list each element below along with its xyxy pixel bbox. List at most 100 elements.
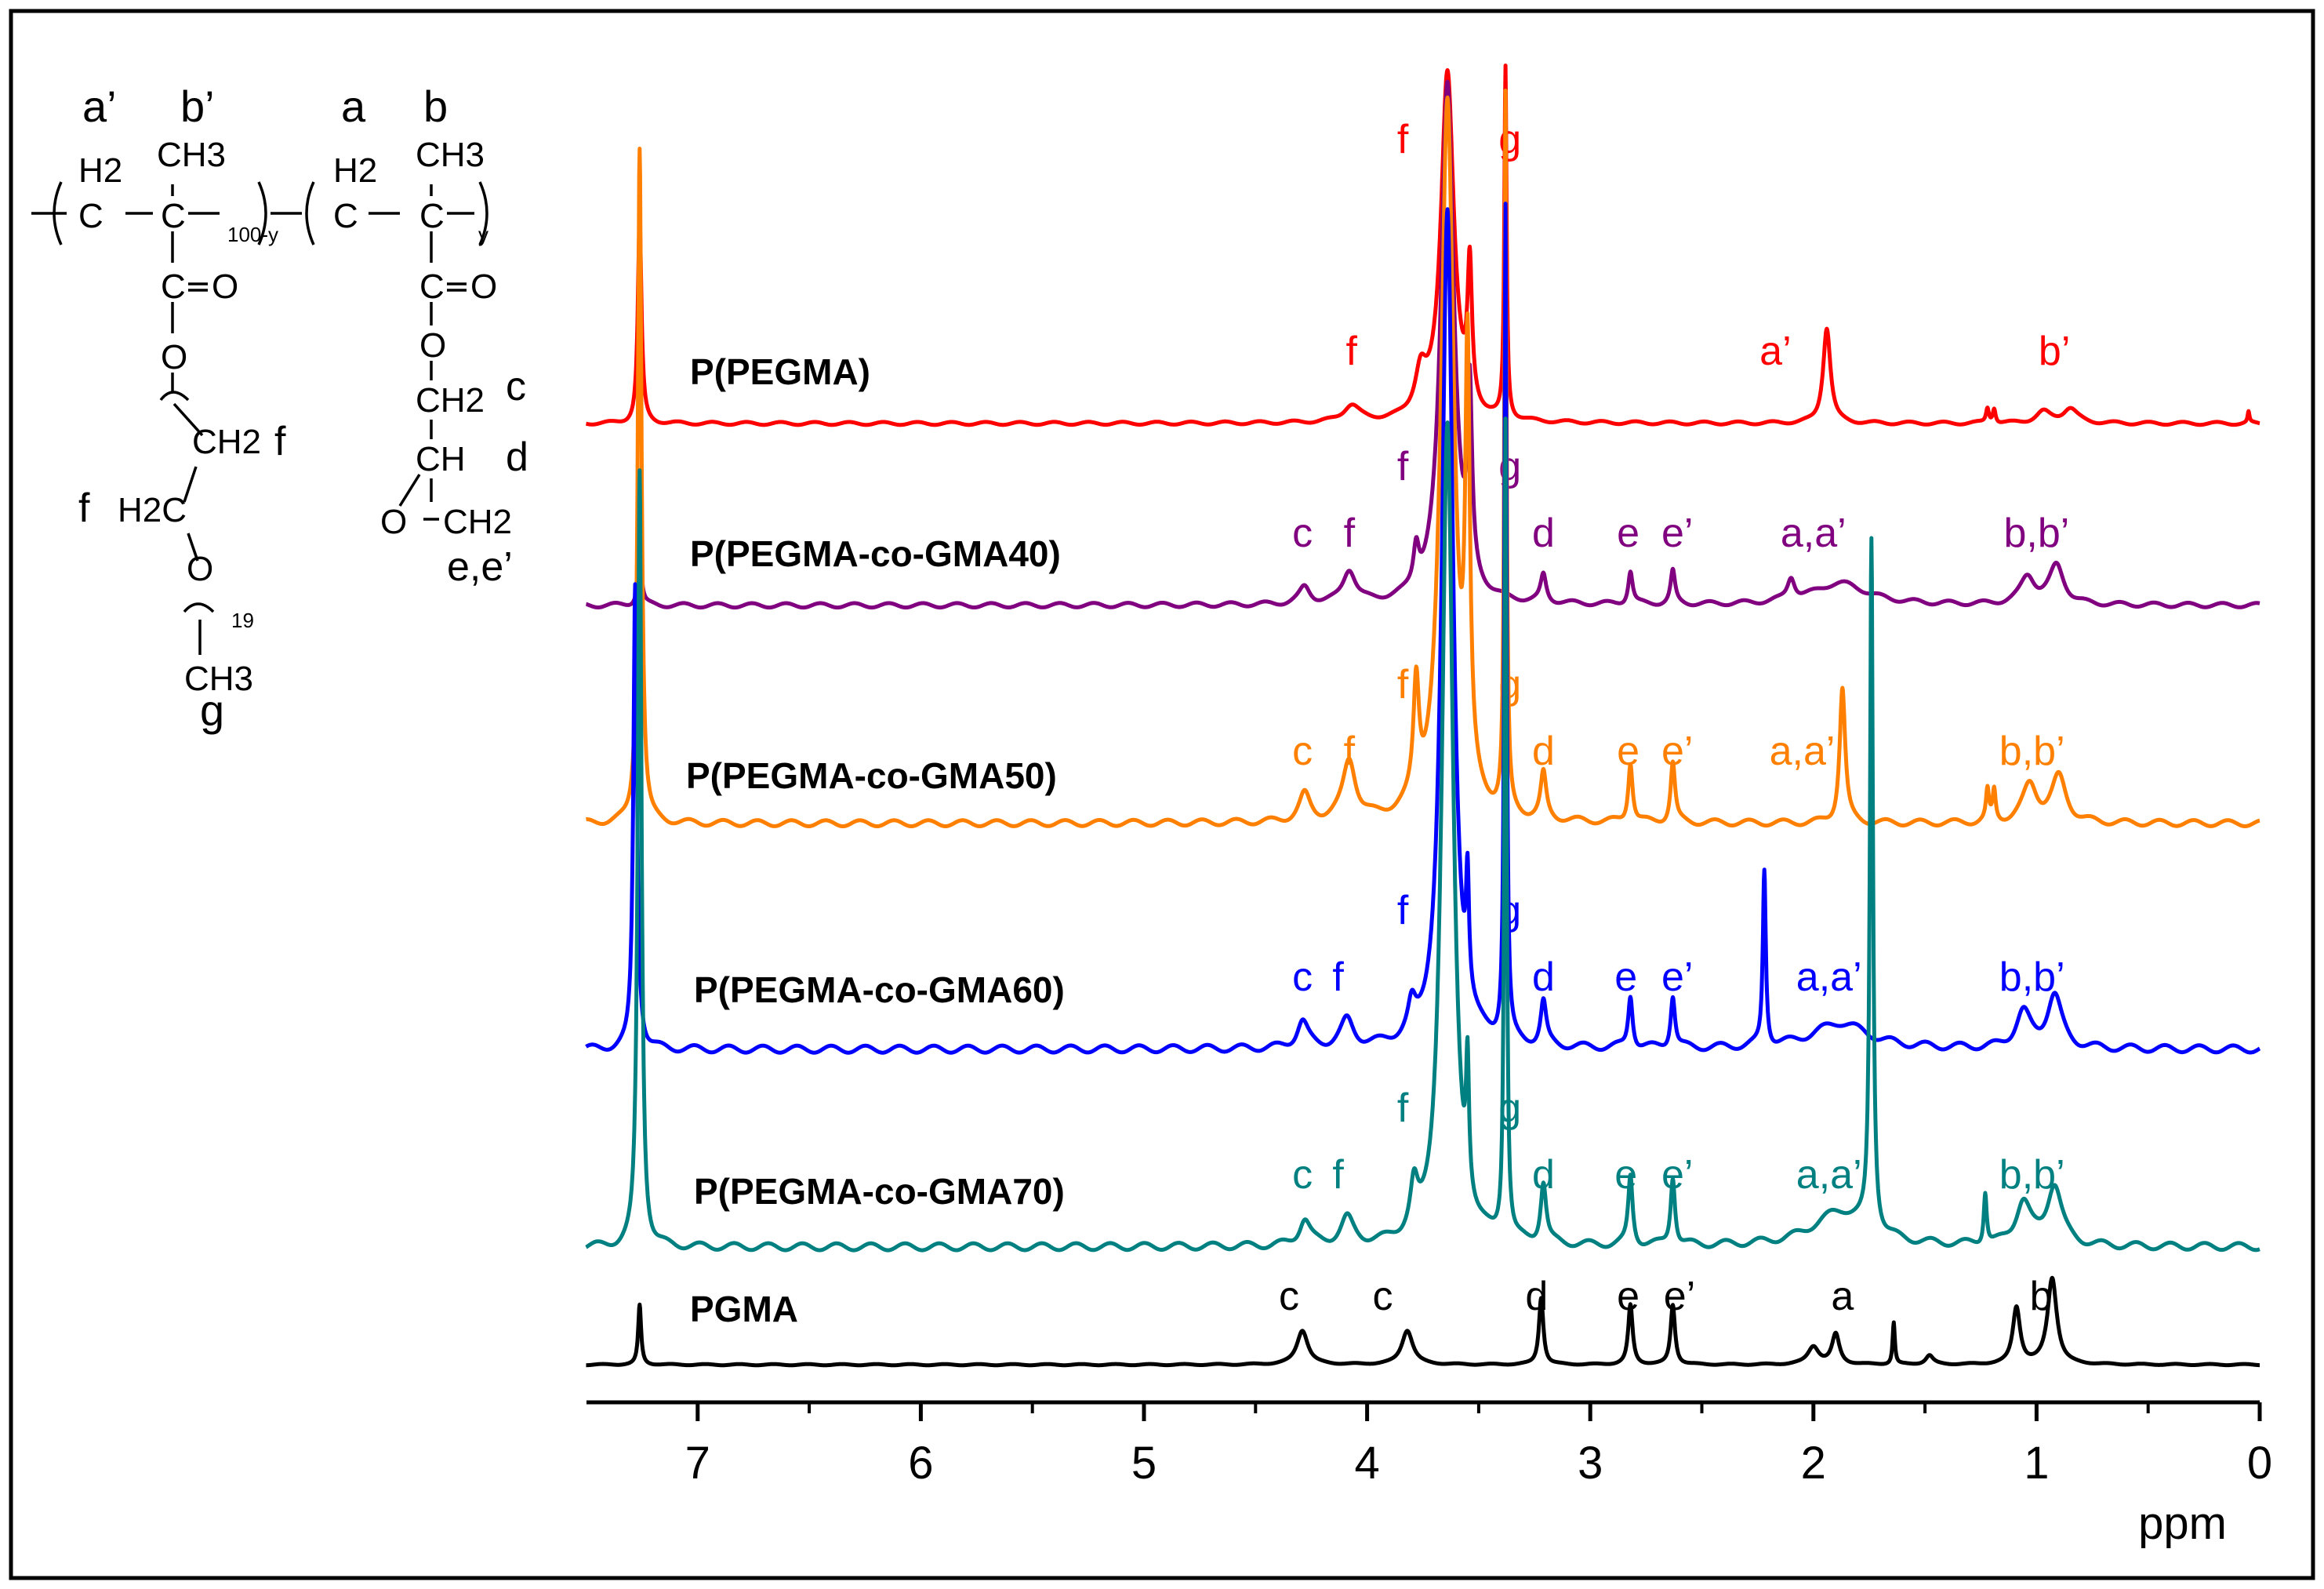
peak-label-f: f <box>1397 1085 1409 1131</box>
subscript-19: 19 <box>231 609 254 632</box>
label-b: b <box>423 82 448 131</box>
spectrum-line-p-pegma <box>584 64 2261 427</box>
x-axis: 7 6 5 4 3 2 1 0 ppm <box>586 1400 2272 1549</box>
label-f-left: f <box>78 485 90 531</box>
peak-label-b-b: b,b’ <box>1999 954 2065 1000</box>
atom-h2c: H2C <box>118 491 187 529</box>
atom-carbonyl-o-right: O <box>470 267 497 306</box>
subscript-100-y: 100-y <box>227 223 278 246</box>
atom-ester-o-left: O <box>161 338 187 376</box>
peak-label-e: e <box>1617 511 1640 556</box>
spectrum-p-pegma-co-gma50: P(PEGMA-co-GMA50)f gc f d e e’ a,a’ b,b’ <box>584 88 2261 828</box>
atom-ch2-f: CH2 <box>192 423 261 461</box>
peak-label-a-a: a,a’ <box>1781 511 1846 556</box>
peak-label-f: f <box>1345 329 1357 374</box>
peak-label-f: f <box>1332 954 1344 1000</box>
atom-carbonyl-c-left: C <box>161 267 186 306</box>
peak-label-g: g <box>1498 1085 1521 1131</box>
peak-label-d: d <box>1532 511 1555 556</box>
x-tick-label-5: 5 <box>1131 1438 1157 1489</box>
series-label-p-pegma-co-gma70: P(PEGMA-co-GMA70) <box>694 1171 1065 1212</box>
atom-c-right2: C <box>419 197 445 235</box>
atom-h2-left: H2 <box>78 151 122 190</box>
peak-label-c: c <box>1292 511 1313 556</box>
peak-label-d: d <box>1525 1274 1548 1319</box>
atom-carbonyl-c-right: C <box>419 267 445 306</box>
spectrum-line-p-pegma-co-gma50 <box>584 88 2261 828</box>
figure-frame <box>9 9 2315 1580</box>
atom-ch3-right: CH3 <box>416 136 485 174</box>
peak-label-e: e’ <box>1661 1152 1693 1198</box>
label-a: a <box>341 82 366 131</box>
spectrum-p-pegma: P(PEGMA) f g f a’ b’ <box>584 64 2261 427</box>
peak-label-c: c <box>1373 1274 1393 1319</box>
label-c: c <box>506 364 526 409</box>
atom-h2-right: H2 <box>333 151 377 190</box>
label-f-right: f <box>274 419 286 464</box>
peak-label-a: a’ <box>1759 329 1791 374</box>
peak-label-c: c <box>1279 1274 1299 1319</box>
label-b-prime: b’ <box>180 82 215 131</box>
peak-label-e: e <box>1617 729 1640 774</box>
spectrum-pgma: PGMA c c d e e’ a b <box>584 1274 2261 1368</box>
polymer-structure <box>31 181 488 655</box>
spectrum-p-pegma-co-gma70: P(PEGMA-co-GMA70)f gc f d e e’ a,a’ b,b’ <box>584 416 2261 1253</box>
peak-label-f: f <box>1397 117 1409 162</box>
peak-label-b-b: b,b’ <box>1999 1152 2065 1198</box>
atom-c-left: C <box>78 197 103 235</box>
atom-c-right: C <box>333 197 358 235</box>
label-g: g <box>200 685 224 735</box>
peak-label-f: f <box>1397 444 1409 489</box>
peak-label-d: d <box>1532 729 1555 774</box>
peak-label-b-b: b,b’ <box>2003 511 2069 556</box>
peak-label-e: e <box>1614 954 1637 1000</box>
structure-labels: a’ b’ a b H2 C CH3 C 100-y H2 C CH3 C y … <box>78 82 528 735</box>
series-label-p-pegma: P(PEGMA) <box>690 351 870 392</box>
spectrum-line-p-pegma-co-gma40 <box>584 79 2261 610</box>
peak-label-g: g <box>1498 444 1521 489</box>
x-tick-label-6: 6 <box>908 1438 933 1489</box>
peak-label-e: e’ <box>1661 511 1693 556</box>
peak-label-c: c <box>1292 729 1313 774</box>
series-label-p-pegma-co-gma50: P(PEGMA-co-GMA50) <box>686 755 1057 796</box>
peak-label-d: d <box>1532 1152 1555 1198</box>
peak-label-b: b’ <box>2039 329 2070 374</box>
atom-carbonyl-o-left: O <box>212 267 238 306</box>
series-label-pgma: PGMA <box>690 1289 798 1329</box>
spectrum-p-pegma-co-gma60: P(PEGMA-co-GMA60)f gc f d e e’ a,a’ b,b’ <box>584 202 2261 1055</box>
peak-label-e: e <box>1614 1152 1637 1198</box>
peak-label-b-b: b,b’ <box>1999 729 2065 774</box>
peak-label-f: f <box>1332 1152 1344 1198</box>
x-axis-label: ppm <box>2138 1498 2227 1549</box>
atom-ch3-bottom: CH3 <box>184 660 253 698</box>
peak-label-a-a: a,a’ <box>1770 729 1836 774</box>
peak-label-f: f <box>1397 888 1409 933</box>
x-tick-label-3: 3 <box>1578 1438 1603 1489</box>
x-tick-label-2: 2 <box>1801 1438 1826 1489</box>
peak-label-f: f <box>1397 662 1409 707</box>
label-a-prime: a’ <box>82 82 117 131</box>
label-e-e-prime: e,e’ <box>447 544 513 590</box>
series-label-p-pegma-co-gma40: P(PEGMA-co-GMA40) <box>690 533 1061 574</box>
peak-label-c: c <box>1292 954 1313 1000</box>
x-tick-label-4: 4 <box>1354 1438 1379 1489</box>
spectrum-line-p-pegma-co-gma60 <box>584 202 2261 1055</box>
spectrum-p-pegma-co-gma40: P(PEGMA-co-GMA40) f g c f d e e’ a,a’ b,b’ <box>584 79 2261 610</box>
label-d: d <box>506 435 528 480</box>
peak-label-a: a <box>1831 1274 1854 1319</box>
atom-ester-o-right: O <box>419 326 446 365</box>
atom-ch: CH <box>416 440 466 478</box>
peak-label-e: e’ <box>1661 729 1693 774</box>
atom-ch2-c: CH2 <box>416 381 485 420</box>
peak-label-b: b <box>2030 1274 2053 1319</box>
peak-label-a-a: a,a’ <box>1796 1152 1862 1198</box>
series-label-p-pegma-co-gma60: P(PEGMA-co-GMA60) <box>694 969 1065 1010</box>
peak-label-g: g <box>1498 117 1521 162</box>
atom-c-left2: C <box>161 197 186 235</box>
peak-label-c: c <box>1292 1152 1313 1198</box>
peak-label-e: e’ <box>1661 954 1693 1000</box>
atom-ether-o: O <box>187 550 213 588</box>
peak-label-e: e’ <box>1664 1274 1695 1319</box>
peak-label-f: f <box>1344 729 1356 774</box>
